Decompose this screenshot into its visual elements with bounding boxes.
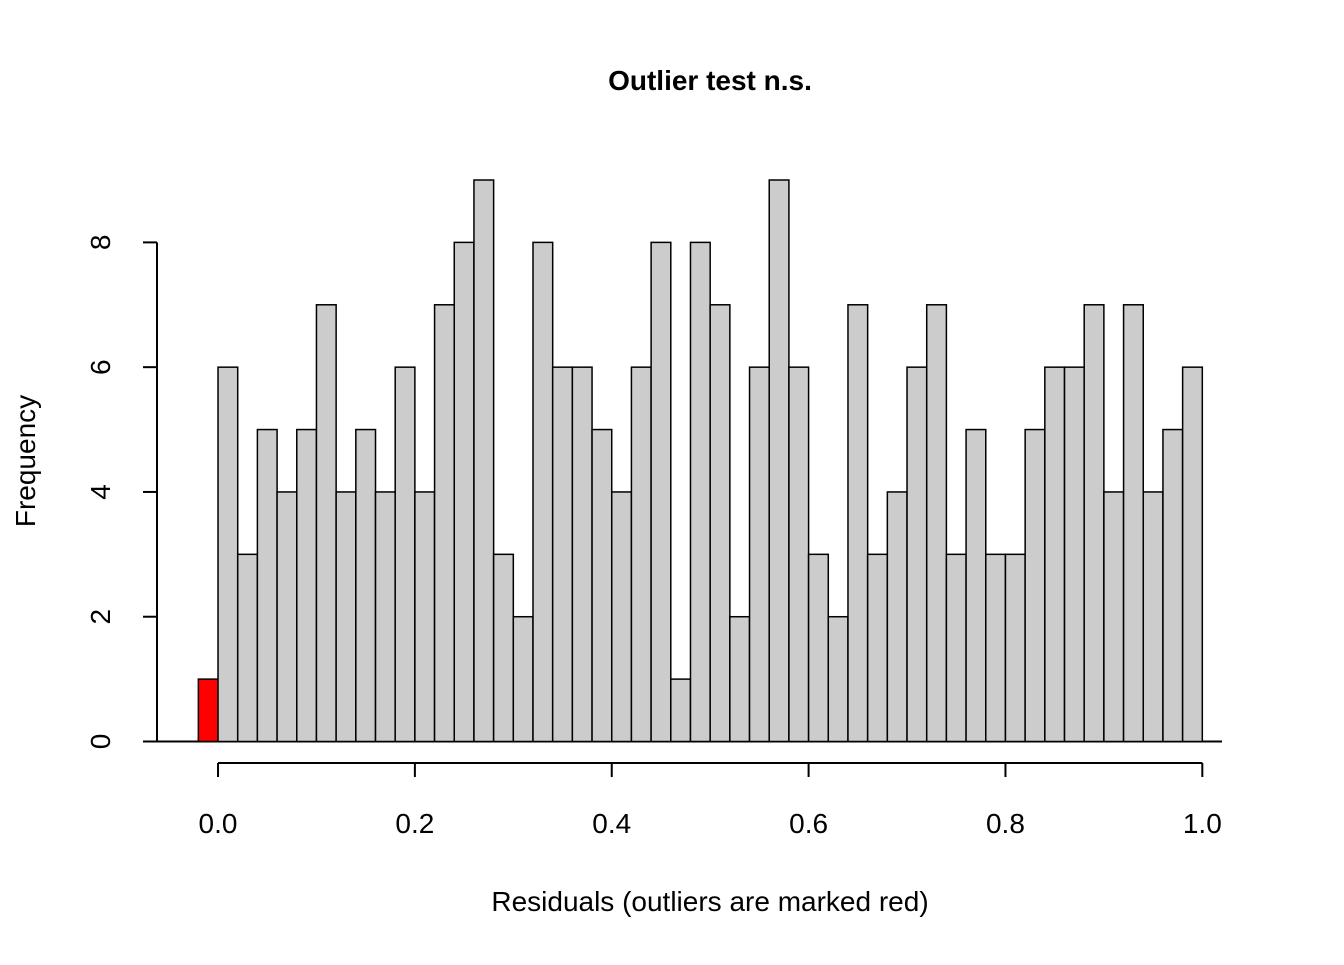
x-axis-label: Residuals (outliers are marked red) [491, 886, 928, 917]
bar [945, 553, 967, 743]
bar [414, 491, 436, 743]
bar [374, 491, 396, 743]
bar [1024, 428, 1046, 743]
bar [729, 615, 751, 743]
bar [768, 179, 790, 743]
x-tick-label: 0.2 [395, 808, 434, 839]
bar [847, 304, 869, 743]
bar [591, 428, 613, 743]
x-tick-label: 0.8 [986, 808, 1025, 839]
y-tick-label: 4 [85, 484, 116, 500]
bar [236, 553, 259, 743]
y-tick-label: 0 [85, 734, 116, 750]
y-tick-label: 2 [85, 609, 116, 625]
bar [355, 428, 377, 743]
bar [670, 678, 692, 743]
chart-title: Outlier test n.s. [608, 65, 812, 96]
bar [866, 553, 889, 743]
bar [1103, 491, 1125, 743]
y-tick-label: 6 [85, 359, 116, 375]
bar [1044, 366, 1066, 743]
bar [827, 615, 849, 743]
bar [630, 366, 652, 743]
bar [453, 241, 475, 743]
bar [473, 179, 495, 743]
bar [492, 553, 515, 743]
bar [650, 241, 672, 743]
bar [433, 304, 456, 743]
bar [256, 428, 278, 743]
bar [1181, 366, 1204, 743]
bar [197, 678, 219, 743]
bar [985, 553, 1007, 743]
bar [709, 304, 731, 743]
bar [1142, 491, 1164, 743]
bar [571, 366, 593, 743]
bar [296, 428, 318, 743]
bar [1083, 304, 1105, 743]
y-tick-label: 8 [85, 235, 116, 251]
x-tick-label: 1.0 [1183, 808, 1222, 839]
bar [394, 366, 416, 743]
bar [1162, 428, 1184, 743]
bar [512, 615, 534, 743]
bar [315, 304, 337, 743]
x-tick-label: 0.6 [789, 808, 828, 839]
bar [532, 241, 554, 743]
y-axis-label: Frequency [10, 395, 41, 527]
bar [925, 304, 948, 743]
bar [886, 491, 908, 743]
bar [551, 366, 574, 743]
bar [689, 241, 711, 743]
bar [807, 553, 830, 743]
x-tick-label: 0.4 [592, 808, 631, 839]
bar [1004, 553, 1026, 743]
bar [276, 491, 298, 743]
bar [217, 366, 239, 743]
bar [610, 491, 633, 743]
bar [335, 491, 357, 743]
bar [1122, 304, 1145, 743]
bar [965, 428, 987, 743]
bar [906, 366, 928, 743]
bar [748, 366, 770, 743]
bar [1063, 366, 1085, 743]
x-tick-label: 0.0 [199, 808, 238, 839]
bar [788, 366, 810, 743]
